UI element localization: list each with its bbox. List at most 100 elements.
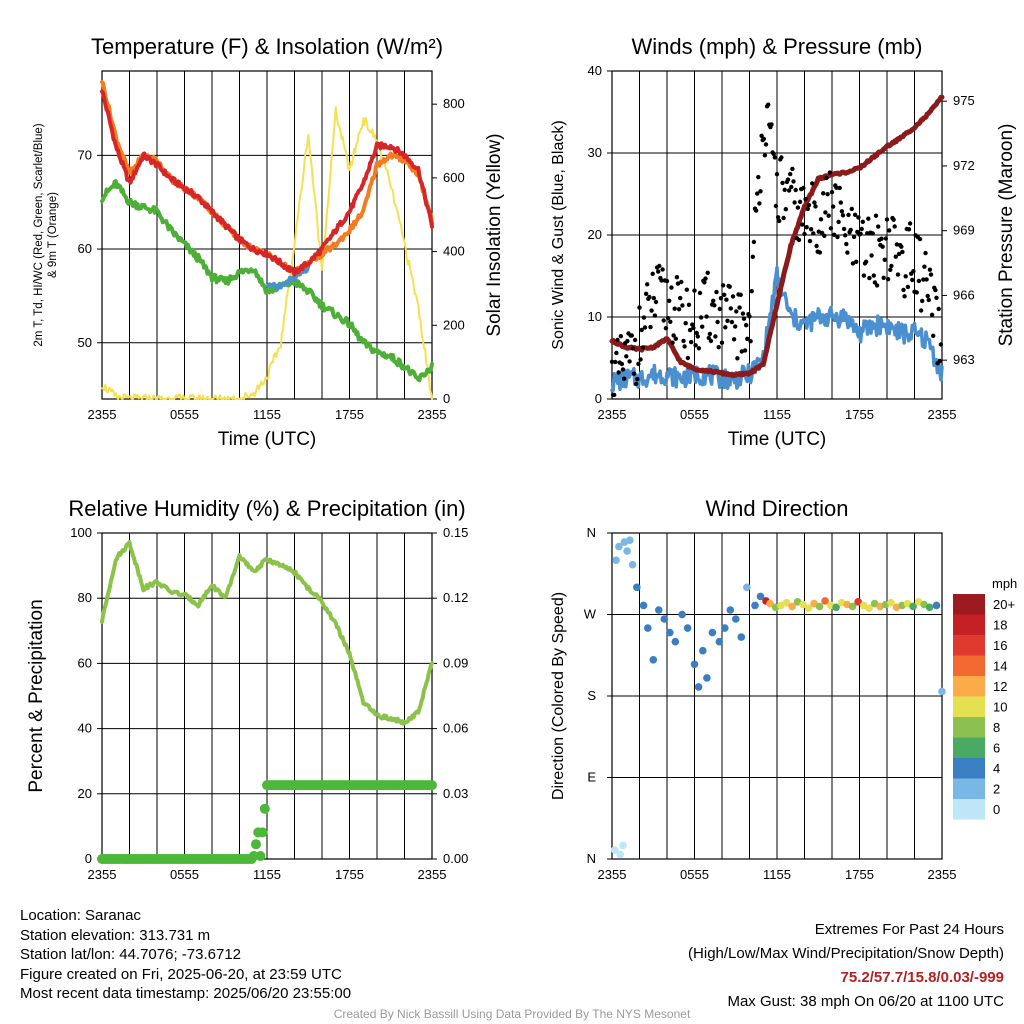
credit-line: Created By Nick Bassill Using Data Provi…: [333, 1007, 691, 1021]
precip-point: [257, 827, 268, 838]
gust-point: [812, 200, 817, 205]
gust-point: [674, 275, 680, 280]
x-tick-label: 2355: [418, 407, 447, 422]
precip-point: [259, 803, 270, 814]
gust-point: [828, 226, 834, 231]
direction-point: [683, 624, 692, 632]
gust-point: [716, 345, 721, 350]
gust-point: [749, 289, 754, 294]
direction-point: [699, 646, 707, 655]
gust-point: [748, 339, 753, 344]
gust-point: [852, 212, 858, 217]
gust-point: [648, 324, 653, 330]
gust-point: [641, 315, 647, 320]
gust-point: [931, 333, 936, 338]
gust-point: [632, 337, 638, 343]
gust-point: [620, 367, 626, 372]
gust-point: [837, 185, 842, 191]
gust-point: [788, 171, 793, 177]
direction-point: [628, 560, 637, 569]
gust-point: [652, 313, 658, 318]
gust-point: [672, 306, 677, 311]
colorbar-label: 12: [993, 679, 1007, 694]
gust-point: [686, 302, 692, 307]
gust-point: [668, 319, 673, 324]
gust-point: [669, 285, 674, 290]
gust-point: [774, 172, 780, 177]
gust-point: [660, 267, 665, 272]
chart-panel-4: 2355 0555 1155 1755 2355 Wind Direction N E S W N D…: [550, 496, 1017, 882]
gust-point: [845, 250, 850, 255]
y-right-tick-label: 0.15: [443, 525, 468, 540]
gust-point: [916, 278, 922, 284]
gust-point: [683, 321, 688, 326]
gust-point: [719, 340, 725, 345]
gust-point: [823, 210, 828, 215]
gust-point: [925, 293, 930, 299]
gust-point: [639, 327, 644, 333]
gust-point: [861, 273, 867, 278]
gust-point: [757, 201, 762, 206]
gust-point: [729, 319, 735, 325]
gust-point: [846, 212, 851, 218]
gust-point: [772, 155, 777, 160]
gust-point: [936, 306, 941, 312]
direction-point: [703, 674, 711, 682]
y-tick-label: 50: [78, 335, 92, 350]
gust-point: [759, 133, 764, 138]
gust-point: [750, 254, 755, 259]
x-tick-label: 1755: [845, 867, 874, 882]
gust-point: [636, 361, 641, 367]
gust-point: [933, 287, 938, 293]
direction-point: [799, 600, 807, 609]
gust-point: [887, 228, 892, 233]
gust-point: [918, 308, 924, 313]
direction-point: [737, 633, 746, 641]
gust-point: [895, 272, 901, 277]
gust-point: [700, 324, 705, 329]
gust-point: [869, 253, 874, 258]
gust-point: [698, 315, 704, 320]
gust-point: [844, 241, 849, 247]
gust-point: [705, 270, 710, 275]
series-line-pressure: [609, 94, 945, 379]
gust-point: [854, 259, 859, 264]
direction-point: [690, 660, 699, 669]
station-info: Location: Saranac Station elevation: 313…: [20, 906, 351, 1004]
gust-point: [630, 346, 636, 351]
colorbar-label: 8: [993, 720, 1000, 735]
y-right-tick-label: 0.09: [443, 655, 468, 670]
gust-point: [883, 236, 889, 241]
gust-point: [756, 174, 761, 180]
x-tick-label: 1755: [335, 867, 364, 882]
gust-point: [921, 277, 926, 282]
gust-point: [780, 180, 785, 186]
direction-point: [932, 601, 941, 610]
gust-point: [922, 264, 927, 269]
y-right-tick-label: 966: [953, 287, 975, 302]
colorbar-label: 14: [993, 659, 1007, 674]
gust-point: [664, 278, 670, 284]
y-right-tick-label: 0.03: [443, 786, 468, 801]
gust-point: [689, 339, 694, 345]
direction-point: [623, 547, 631, 555]
y-right-tick-label: 200: [443, 317, 465, 332]
x-tick-label: 2355: [598, 407, 627, 422]
y-tick-label: W: [584, 607, 597, 622]
gust-point: [858, 231, 863, 236]
gust-point: [708, 338, 714, 344]
series-line-humidity: [100, 540, 434, 726]
gust-point: [718, 296, 724, 301]
gust-point: [785, 177, 791, 182]
direction-point: [721, 624, 729, 632]
direction-point: [649, 656, 658, 664]
gust-point: [671, 333, 676, 338]
gust-point: [616, 370, 621, 375]
gust-point: [745, 336, 750, 341]
gust-point: [738, 292, 743, 297]
gust-point: [923, 250, 928, 256]
gust-point: [613, 359, 618, 365]
gust-point: [789, 184, 794, 190]
gust-point: [882, 257, 887, 262]
gust-point: [615, 337, 620, 343]
